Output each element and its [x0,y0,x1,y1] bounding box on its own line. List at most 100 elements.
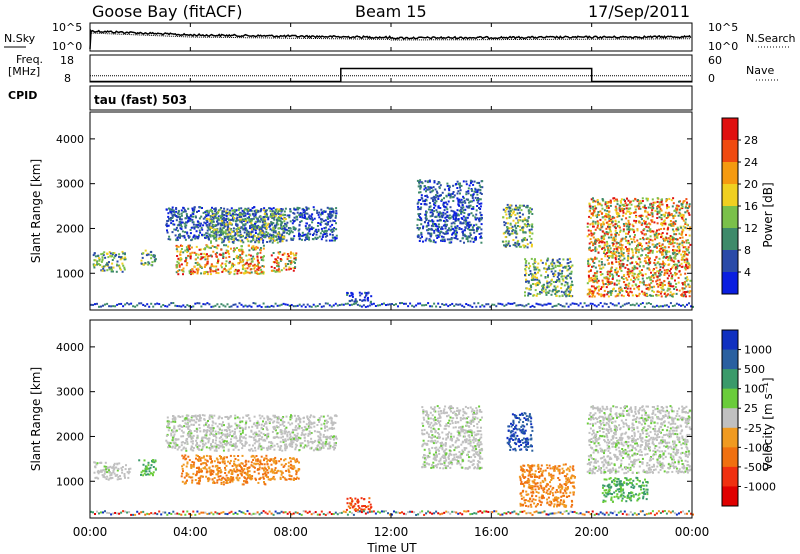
range-cell [466,221,469,224]
range-cell [616,200,619,203]
cpid-label: CPID [8,89,37,102]
range-cell [554,288,556,291]
range-cell [686,207,689,209]
range-cell [365,294,367,297]
range-cell [526,246,529,249]
range-cell [458,204,461,207]
range-cell [307,207,310,210]
range-cell [615,211,618,214]
range-cell [531,232,534,235]
range-cell [450,241,453,244]
range-cell [594,222,597,225]
range-cell [223,244,225,247]
range-cell [261,221,264,223]
range-cell [247,414,250,417]
range-cell [264,227,267,230]
range-cell [107,256,110,259]
range-cell [230,305,233,308]
range-cell [310,305,313,308]
range-cell [446,182,449,185]
range-cell [678,249,681,252]
range-cell [665,237,668,240]
range-cell [214,230,217,233]
range-cell [653,259,656,261]
range-cell [209,273,212,276]
range-cell [630,278,633,281]
range-cell [213,213,216,216]
range-cell [616,294,619,297]
range-cell [685,203,688,206]
range-cell [469,304,472,307]
range-cell [166,220,169,222]
range-cell [106,262,109,265]
range-cell [615,255,618,258]
range-cell [654,263,657,266]
range-cell [465,190,468,193]
range-cell [650,202,653,205]
range-cell [186,215,188,217]
range-cell [644,294,647,297]
range-cell [283,210,286,213]
range-cell [530,279,533,281]
range-cell [449,196,452,199]
range-cell [230,223,233,226]
range-cell [611,278,614,280]
range-cell [171,231,174,234]
range-cell [644,233,647,236]
range-cell [230,207,233,210]
range-cell [641,274,644,277]
range-cell [453,304,456,307]
range-cell [431,305,434,308]
range-cell [620,269,623,272]
range-cell [532,275,535,278]
range-cell [647,197,649,200]
range-cell [227,217,230,220]
range-cell [645,215,648,218]
range-cell [260,256,263,259]
range-cell [210,231,213,234]
range-cell [210,225,213,228]
range-cell [283,220,286,223]
range-cell [209,222,212,225]
range-cell [106,467,109,470]
range-cell [589,288,592,291]
range-cell [221,215,224,217]
range-cell [593,295,596,298]
range-cell [621,259,624,262]
range-cell [465,198,468,201]
range-cell [445,232,448,235]
range-cell [448,214,451,217]
range-cell [335,212,338,215]
range-cell [672,197,675,200]
range-cell [108,469,110,472]
range-cell [435,215,438,218]
range-cell [504,236,507,239]
range-cell [289,423,292,426]
range-cell [118,302,121,305]
range-cell [206,262,209,265]
range-cell [150,257,153,260]
range-cell [442,236,445,239]
range-cell [480,223,483,226]
range-cell [329,220,332,223]
range-cell [269,215,272,218]
range-cell [235,254,238,257]
range-cell [178,220,181,223]
range-cell [279,227,282,230]
range-cell [279,258,282,260]
range-cell [217,223,219,226]
range-cell [615,267,618,270]
range-cell [600,223,603,226]
range-cell [515,245,518,248]
range-cell [588,280,591,283]
range-cell [331,236,334,239]
range-cell [425,225,428,228]
range-cell [459,200,462,203]
range-cell [469,234,472,236]
range-cell [597,222,600,225]
range-cell [443,205,445,208]
range-cell [601,225,604,228]
range-cell [660,228,663,230]
range-cell [509,302,512,305]
range-cell [653,285,656,288]
